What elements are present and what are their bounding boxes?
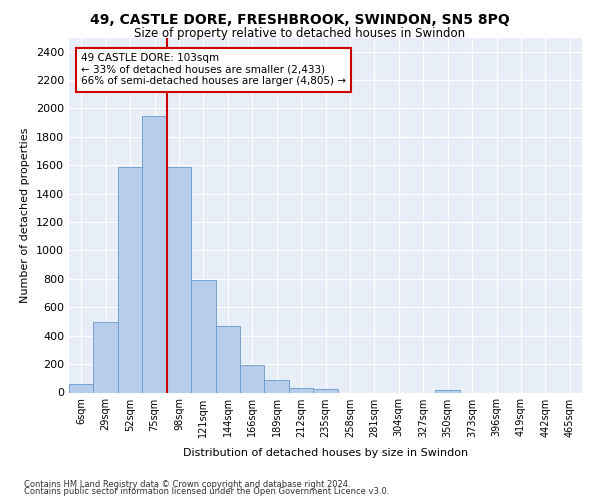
Bar — [94, 322, 118, 392]
Bar — [215, 326, 240, 392]
Text: Contains HM Land Registry data © Crown copyright and database right 2024.: Contains HM Land Registry data © Crown c… — [24, 480, 350, 489]
Bar — [142, 116, 167, 392]
Bar — [167, 166, 191, 392]
Bar — [265, 380, 289, 392]
Text: 49, CASTLE DORE, FRESHBROOK, SWINDON, SN5 8PQ: 49, CASTLE DORE, FRESHBROOK, SWINDON, SN… — [90, 12, 510, 26]
Text: 49 CASTLE DORE: 103sqm
← 33% of detached houses are smaller (2,433)
66% of semi-: 49 CASTLE DORE: 103sqm ← 33% of detached… — [81, 53, 346, 86]
Bar — [436, 390, 460, 392]
Bar — [313, 389, 338, 392]
Bar — [69, 384, 94, 392]
Bar — [191, 280, 215, 392]
Text: Contains public sector information licensed under the Open Government Licence v3: Contains public sector information licen… — [24, 488, 389, 496]
X-axis label: Distribution of detached houses by size in Swindon: Distribution of detached houses by size … — [183, 448, 468, 458]
Bar — [240, 365, 265, 392]
Bar — [118, 166, 142, 392]
Bar — [289, 388, 313, 392]
Y-axis label: Number of detached properties: Number of detached properties — [20, 128, 31, 302]
Text: Size of property relative to detached houses in Swindon: Size of property relative to detached ho… — [134, 28, 466, 40]
